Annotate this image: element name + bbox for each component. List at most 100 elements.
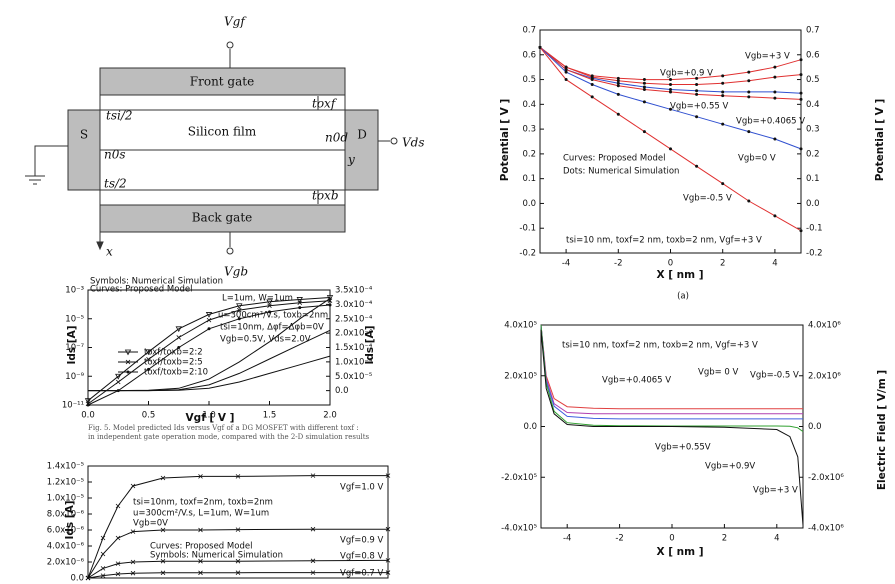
y2-tick-label: 0.5: [806, 75, 820, 85]
marker: [799, 229, 803, 233]
marker: [100, 551, 106, 557]
marker: [145, 349, 152, 356]
label: n0s: [104, 148, 126, 162]
x-axis-label: Vgf [ V ]: [186, 412, 235, 424]
terminal: [226, 247, 234, 255]
marker: [695, 83, 699, 87]
annotation: tsi=10nm, Δφf=Δφb=0V: [220, 323, 324, 333]
annotation: Vgf=1.0 V: [340, 483, 384, 493]
y-tick-label: 2.0x10⁻⁶: [47, 558, 85, 568]
y2-tick-label: -0.2: [806, 249, 823, 259]
y2-tick-label: 1.0x10⁻⁴: [335, 357, 373, 367]
marker: [616, 92, 620, 96]
marker: [198, 527, 203, 533]
annotation: u=300cm²/V.s, toxb=2nm: [218, 311, 328, 321]
y2-tick-label: 2.0x10⁶: [808, 371, 841, 381]
legend-marker: [125, 359, 131, 365]
y-tick-label: 0.4: [522, 100, 536, 110]
marker: [747, 90, 751, 94]
y-tick-label: 1.2x10⁻⁵: [47, 478, 84, 488]
marker: [669, 83, 672, 87]
marker: [721, 122, 725, 126]
marker: [115, 571, 121, 577]
legend-label: toxf/toxb=2:2: [144, 348, 203, 358]
marker: [84, 398, 92, 404]
x-tick-label: 0.5: [142, 411, 156, 421]
marker: [235, 527, 241, 532]
label: S: [80, 128, 88, 142]
marker: [799, 147, 803, 151]
marker: [100, 573, 106, 578]
legend-marker: [124, 349, 132, 356]
y2-axis-label: Ids [A]: [364, 325, 376, 364]
y-axis-label: Ids [A]: [64, 500, 76, 539]
x-axis-label: X [ nm ]: [656, 546, 703, 558]
y-tick-label: 0.7: [522, 26, 536, 36]
marker: [590, 78, 594, 82]
y-tick-label: -0.1: [519, 224, 536, 234]
legend-marker: [126, 370, 130, 374]
annotation: Vgb=+0.55V: [655, 443, 711, 453]
y-tick-label: 1.4x10⁻⁵: [47, 462, 84, 472]
marker: [130, 529, 136, 534]
marker: [385, 473, 391, 478]
annotation: Vgb=0V: [133, 519, 168, 529]
x-tick-label: 0.0: [81, 411, 95, 421]
series-line: [540, 330, 804, 526]
y-tick-label: 0.0: [523, 422, 537, 432]
marker: [130, 559, 136, 565]
annotation: Vgf=0.7 V: [340, 569, 384, 579]
marker: [235, 570, 241, 576]
marker: [147, 367, 150, 371]
annotation: Vgb=+3 V: [745, 52, 790, 62]
source: [67, 109, 101, 191]
annotation: Curves: Proposed Model: [90, 285, 192, 295]
x-tick-label: -4: [563, 534, 571, 544]
marker: [310, 570, 316, 575]
label: toxb: [312, 189, 339, 203]
marker: [198, 570, 203, 576]
label: n0d: [325, 131, 348, 145]
marker: [773, 96, 777, 100]
series-line: [539, 46, 802, 150]
marker: [695, 92, 699, 96]
marker: [235, 558, 241, 564]
annotation: Curves: Proposed Model: [150, 542, 252, 552]
x-tick-label: 2: [722, 534, 727, 544]
marker: [721, 90, 725, 94]
y-tick-label: 10⁻⁹: [65, 372, 84, 382]
y-tick-label: 0.3: [522, 125, 536, 135]
marker: [721, 81, 725, 85]
marker: [799, 58, 803, 62]
y-tick-label: 10⁻¹¹: [62, 401, 84, 411]
marker: [642, 130, 646, 134]
series-line: [540, 324, 803, 420]
annotation: (a): [677, 292, 689, 302]
back-gate: [99, 204, 346, 233]
y2-tick-label: 0.6: [806, 50, 820, 60]
marker: [642, 85, 646, 89]
y2-tick-label: 0.0: [806, 199, 820, 209]
marker: [799, 97, 803, 101]
x-tick-label: 4: [772, 259, 777, 269]
marker: [236, 303, 243, 310]
series-line: [540, 324, 803, 410]
marker: [590, 83, 594, 87]
annotation: Vgb=0 V: [738, 154, 776, 164]
marker: [799, 73, 803, 77]
y2-tick-label: 2.0x10⁻⁴: [335, 329, 373, 339]
marker: [773, 65, 777, 69]
marker: [616, 84, 620, 88]
y2-tick-label: 0.0: [335, 386, 349, 396]
annotation: Vgb=+3 V: [753, 486, 798, 496]
label: toxf: [312, 97, 338, 111]
marker: [115, 373, 122, 380]
marker: [773, 137, 777, 141]
x-tick-label: -2: [614, 259, 622, 269]
annotation: Vgb=0.5V, Vds=2.0V: [220, 335, 311, 345]
marker: [616, 79, 620, 83]
label: ts/2: [104, 177, 127, 191]
marker: [642, 81, 646, 85]
marker: [310, 526, 316, 532]
y-tick-label: -0.2: [519, 249, 536, 259]
